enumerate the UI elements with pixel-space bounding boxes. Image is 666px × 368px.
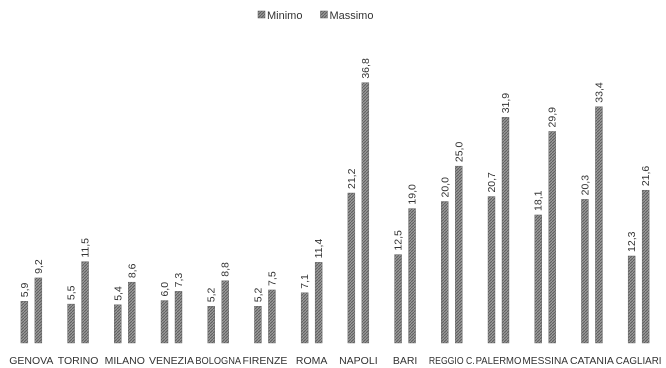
bar-minimo-reggioc [441, 201, 449, 344]
data-label-massimo-catania: 33,4 [593, 82, 605, 103]
data-label-massimo-palermo: 31,9 [500, 93, 512, 114]
data-label-group: 5,99,25,511,55,48,66,07,35,28,85,27,5 7,1… [19, 58, 652, 302]
data-label-minimo-catania: 20,3 [579, 175, 591, 196]
data-label-massimo-reggioc: 25,0 [453, 142, 465, 163]
bar-massimo-messina [548, 131, 556, 344]
data-label-massimo-firenze: 7,5 [266, 271, 278, 286]
bar-minimo-torino [67, 303, 75, 344]
bar-minimo-catania [581, 199, 589, 344]
x-tick-label-firenze: FIRENZE [242, 355, 287, 367]
bar-massimo-cagliari [641, 189, 650, 344]
data-label-massimo-bari: 19,0 [407, 184, 419, 205]
legend-swatch-massimo [320, 10, 328, 19]
x-axis-labels: GENOVA TORINO MILANO VENEZIA BOLOGNA FIRENZE R… [9, 355, 661, 367]
x-tick-label-bologna: BOLOGNA [195, 355, 241, 367]
data-label-massimo-milano: 8,6 [126, 263, 138, 278]
bar-minimo-napoli [347, 192, 356, 344]
bar-minimo-messina [534, 214, 542, 344]
bar-massimo-catania [595, 106, 603, 344]
bar-massimo-roma [314, 262, 323, 344]
data-label-minimo-roma: 7,1 [299, 274, 311, 289]
data-label-minimo-cagliari: 12,3 [626, 231, 638, 252]
data-label-massimo-messina: 29,9 [547, 107, 559, 128]
bar-minimo-genova [20, 301, 29, 344]
x-tick-label-messina: MESSINA [522, 355, 568, 367]
bar-minimo-roma [300, 292, 309, 344]
data-label-minimo-messina: 18,1 [533, 190, 545, 211]
x-tick-label-reggioc: REGGIO C. [429, 355, 475, 367]
data-label-minimo-bologna: 5,2 [206, 287, 218, 302]
legend-label-minimo: Minimo [267, 10, 302, 22]
x-tick-label-catania: CATANIA [570, 355, 614, 367]
x-tick-label-milano: MILANO [105, 355, 145, 367]
data-label-minimo-genova: 5,9 [19, 283, 31, 298]
x-tick-label-palermo: PALERMO [476, 355, 522, 367]
data-label-minimo-firenze: 5,2 [252, 287, 264, 302]
bar-massimo-bari [408, 208, 416, 344]
data-label-massimo-napoli: 36,8 [360, 58, 372, 79]
data-label-massimo-torino: 11,5 [80, 238, 92, 258]
bar-massimo-genova [34, 277, 43, 344]
legend-label-massimo: Massimo [329, 10, 373, 22]
bar-minimo-venezia [160, 300, 169, 344]
chart-legend: Minimo Massimo [257, 10, 373, 22]
data-label-massimo-bologna: 8,8 [220, 262, 232, 277]
bar-minimo-milano [114, 304, 122, 344]
bar-massimo-torino [81, 261, 89, 344]
data-label-massimo-venezia: 7,3 [173, 273, 185, 288]
x-tick-label-bari: BARI [393, 355, 418, 367]
bar-minimo-bari [394, 254, 402, 344]
data-label-minimo-torino: 5,5 [66, 285, 78, 300]
x-tick-label-genova: GENOVA [9, 355, 53, 367]
bar-massimo-reggioc [455, 165, 463, 344]
bar-group [20, 82, 650, 344]
data-label-minimo-bari: 12,5 [393, 230, 405, 251]
bar-minimo-bologna [207, 306, 215, 344]
x-tick-label-venezia: VENEZIA [149, 355, 194, 367]
data-label-minimo-milano: 5,4 [112, 286, 124, 301]
x-tick-label-cagliari: CAGLIARI [616, 355, 662, 367]
data-label-massimo-roma: 11,4 [313, 239, 325, 259]
bar-minimo-cagliari [627, 255, 636, 344]
bar-minimo-palermo [487, 196, 496, 344]
bar-massimo-palermo [501, 117, 510, 344]
data-label-massimo-cagliari: 21,6 [640, 166, 652, 187]
bar-massimo-bologna [221, 280, 229, 344]
bar-massimo-venezia [174, 291, 183, 344]
x-tick-label-napoli: NAPOLI [339, 355, 378, 367]
x-tick-label-roma: ROMA [296, 355, 328, 367]
bar-massimo-firenze [268, 289, 276, 344]
x-tick-label-torino: TORINO [58, 355, 99, 367]
data-label-minimo-napoli: 21,2 [346, 168, 358, 189]
bar-massimo-napoli [361, 82, 370, 344]
data-label-massimo-genova: 9,2 [33, 259, 45, 274]
bar-massimo-milano [128, 281, 136, 344]
legend-swatch-minimo [257, 10, 266, 19]
data-label-minimo-venezia: 6,0 [159, 282, 171, 297]
bar-minimo-firenze [254, 306, 262, 344]
data-label-minimo-reggioc: 20,0 [439, 177, 451, 198]
data-label-minimo-palermo: 20,7 [486, 172, 498, 193]
